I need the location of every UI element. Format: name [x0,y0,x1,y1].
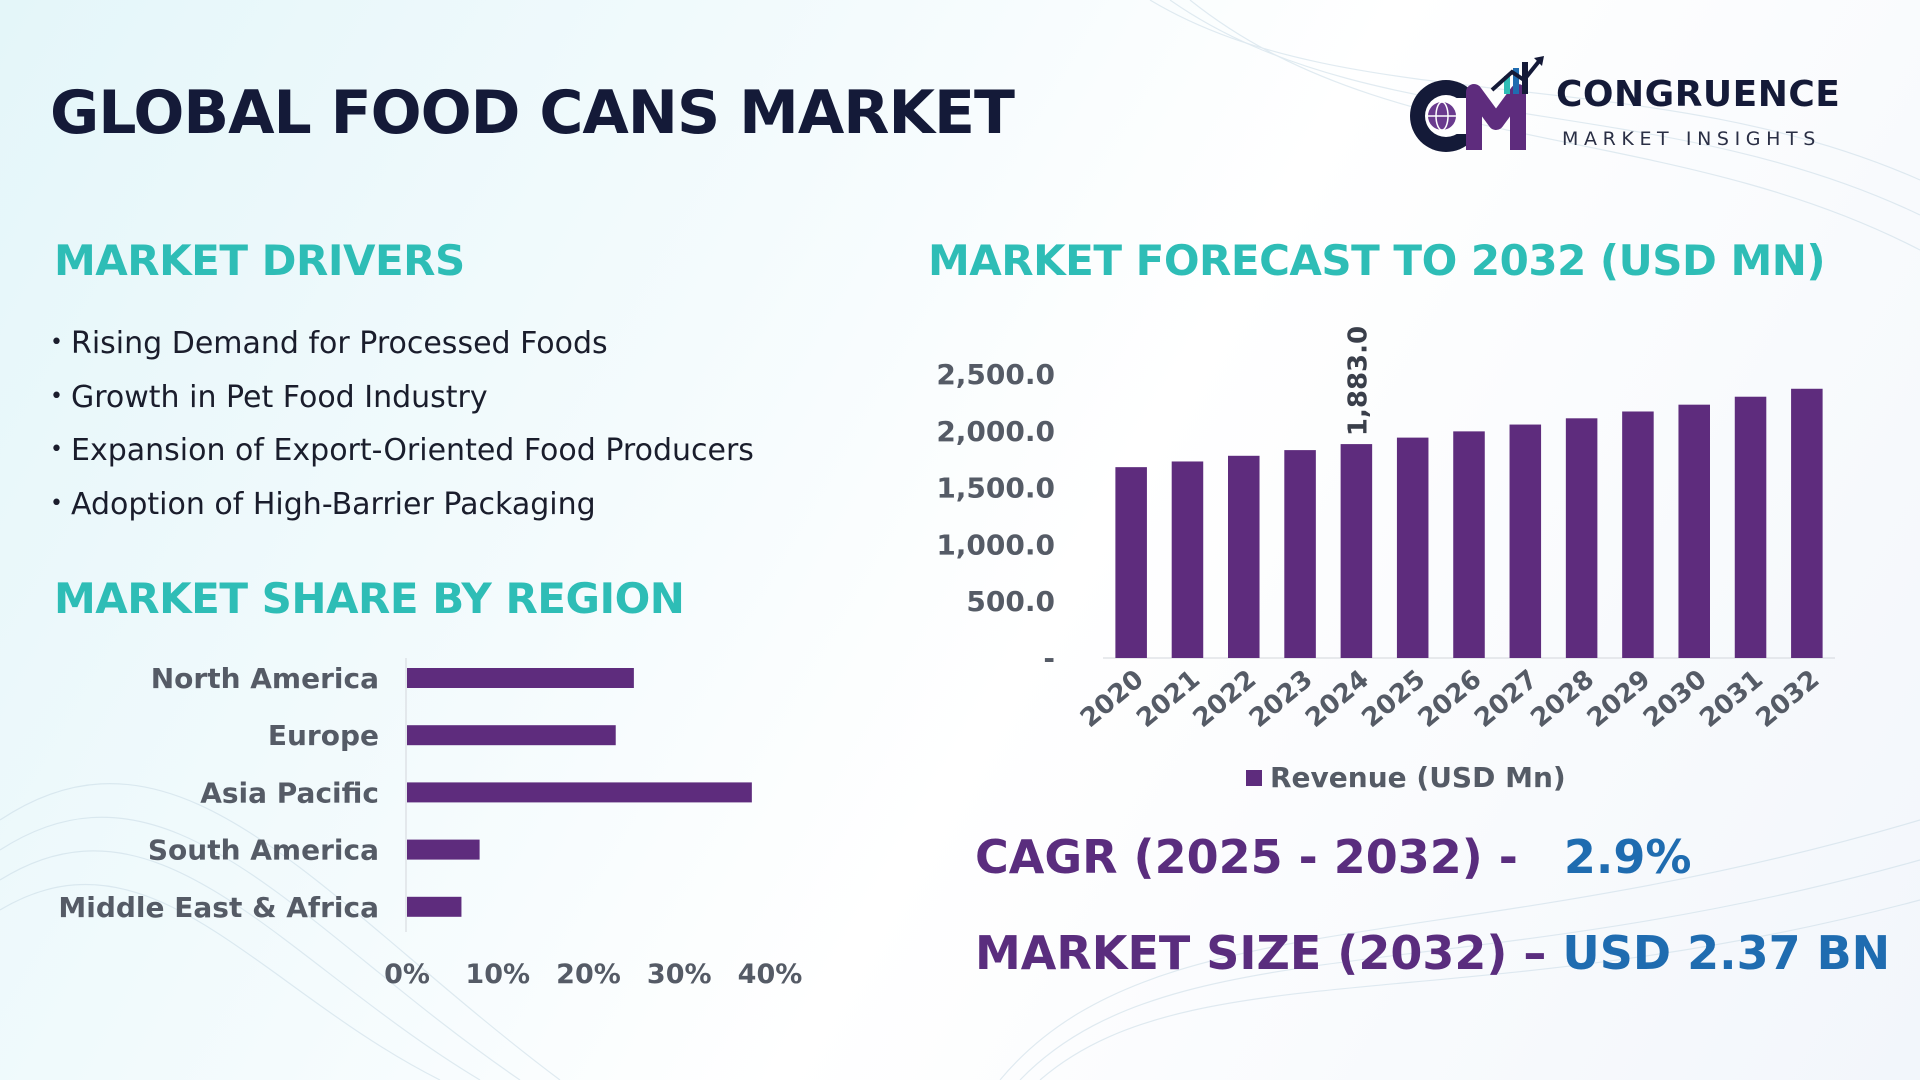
cagr-value: 2.9% [1563,830,1692,884]
forecast-y-tick-label: 2,000.0 [936,415,1055,448]
drivers-list: • Rising Demand for Processed Foods • Grow… [50,322,754,536]
forecast-x-tick-label: 2020 [1075,664,1150,734]
page-title: GLOBAL FOOD CANS MARKET [50,78,1015,148]
region-heading: MARKET SHARE BY REGION [54,574,685,623]
forecast-bar [1509,424,1542,658]
forecast-bar [1622,411,1654,658]
driver-text: Rising Demand for Processed Foods [70,326,608,361]
region-bar [407,839,480,860]
forecast-bar [1791,388,1823,658]
forecast-data-label: 1,883.0 [1343,326,1373,436]
region-label: North America [151,662,379,695]
bullet-icon: • [50,383,63,409]
forecast-bar [1284,450,1316,658]
driver-text: Expansion of Export-Oriented Food Produc… [70,433,754,468]
region-bar [407,896,462,917]
market-size-row: MARKET SIZE (2032) – USD 2.37 BN [975,926,1890,980]
driver-text: Adoption of High-Barrier Packaging [70,486,596,522]
forecast-bar [1678,404,1710,658]
forecast-x-tick-label: 2032 [1751,664,1826,734]
forecast-x-tick-label: 2030 [1638,664,1713,734]
forecast-x-tick-label: 2021 [1131,664,1206,734]
forecast-x-tick-label: 2023 [1244,664,1319,734]
logo-tagline: MARKET INSIGHTS [1562,128,1821,150]
forecast-bar [1396,437,1429,658]
region-tick-label: 20% [556,959,621,990]
forecast-x-tick-label: 2028 [1525,664,1600,734]
forecast-x-tick-label: 2026 [1413,664,1488,734]
region-tick-label: 30% [647,959,712,990]
forecast-bar [1734,396,1767,658]
forecast-y-tick-label: 1,500.0 [936,472,1055,505]
forecast-y-tick-label: 2,500.0 [936,358,1055,391]
forecast-y-tick-label: 1,000.0 [936,528,1055,561]
forecast-y-tick-label: 500.0 [966,585,1055,618]
driver-item: • Growth in Pet Food Industry [50,376,754,430]
driver-item: • Expansion of Export-Oriented Food Produ… [50,429,754,483]
logo-mark-icon [1410,56,1544,152]
region-label: South America [148,834,379,867]
forecast-x-tick-label: 2025 [1356,664,1431,734]
region-tick-label: 40% [738,959,803,990]
forecast-y-tick-label: - [1043,642,1055,675]
driver-item: • Adoption of High-Barrier Packaging [50,483,754,537]
region-tick-label: 10% [465,959,530,990]
driver-text: Growth in Pet Food Industry [70,379,488,415]
region-bar [407,782,752,803]
legend-label: Revenue (USD Mn) [1270,761,1566,794]
drivers-heading: MARKET DRIVERS [54,236,465,285]
forecast-bar [1115,467,1147,658]
region-label: Europe [268,719,379,752]
forecast-x-tick-label: 2027 [1469,664,1544,734]
company-logo: CONGRUENCE MARKET INSIGHTS [1400,50,1870,160]
driver-item: • Rising Demand for Processed Foods [50,322,754,376]
forecast-bar [1171,461,1204,658]
region-label: Middle East & Africa [58,891,379,924]
market-size-value: USD 2.37 BN [1562,926,1891,980]
cagr-row: CAGR (2025 - 2032) - 2.9% [975,830,1691,884]
bullet-icon: • [50,490,63,516]
region-tick-label: 0% [384,959,430,990]
forecast-heading: MARKET FORECAST TO 2032 (USD MN) [928,236,1826,285]
logo-name: CONGRUENCE [1556,74,1841,115]
region-bar [407,725,616,746]
bullet-icon: • [50,437,63,462]
region-label: Asia Pacific [200,776,379,809]
forecast-x-tick-label: 2031 [1694,664,1769,734]
market-size-label: MARKET SIZE (2032) – [975,926,1547,980]
forecast-bar [1228,455,1260,658]
region-share-chart: North America Europe Asia Pacific South Ame… [58,658,803,990]
forecast-chart: -500.01,000.01,500.02,000.02,500.0202020… [936,326,1835,794]
forecast-bar [1565,418,1598,658]
forecast-x-tick-label: 2022 [1188,664,1263,734]
cagr-label: CAGR (2025 - 2032) - [975,830,1518,884]
forecast-x-tick-label: 2029 [1582,664,1657,734]
legend-swatch [1246,770,1262,786]
forecast-x-tick-label: 2024 [1300,664,1375,734]
forecast-bar [1340,444,1373,658]
forecast-bar [1453,431,1485,658]
bullet-icon: • [50,330,63,355]
region-bar [407,668,634,688]
